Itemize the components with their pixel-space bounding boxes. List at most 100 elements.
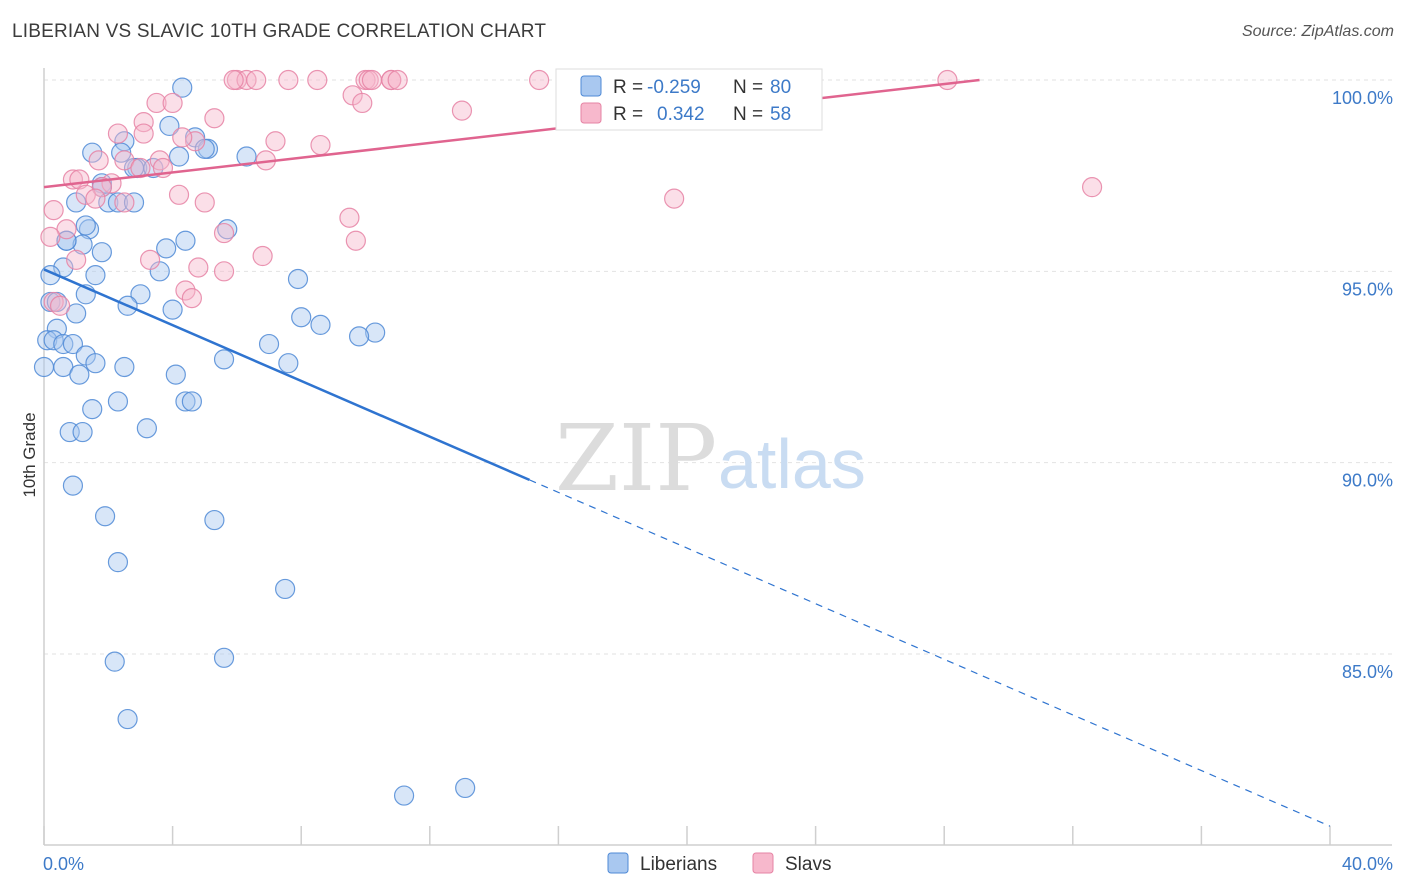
liberians-point-1 <box>159 115 180 137</box>
liberians-point-59 <box>107 391 129 412</box>
slavs-point-10 <box>387 69 408 91</box>
slavs-point-54 <box>213 261 235 282</box>
slavs-point-53 <box>188 257 209 278</box>
liberians-point-52 <box>213 349 235 370</box>
slavs-point-12 <box>361 69 383 91</box>
bottom-legend-label-liberians: Liberians <box>640 854 717 875</box>
liberians-point-67 <box>94 506 116 527</box>
liberians-point-58 <box>69 364 90 385</box>
liberians-point-48 <box>258 333 280 355</box>
slavs-point-39 <box>85 188 106 209</box>
slavs-point-44 <box>43 200 64 221</box>
liberians-point-70 <box>275 578 296 600</box>
liberians-point-71 <box>213 647 235 668</box>
slavs-point-19 <box>204 108 225 129</box>
liberians-point-66 <box>62 475 84 496</box>
slavs-point-51 <box>139 249 161 270</box>
slavs-point-3 <box>246 69 267 91</box>
trend-line-liberians <box>43 268 530 482</box>
liberians-point-16 <box>107 192 129 213</box>
liberians-point-60 <box>175 391 196 412</box>
x-tick-labels: 0.0% 40.0% <box>43 854 1393 874</box>
slavs-point-24 <box>265 131 286 152</box>
slavs-point-49 <box>345 230 366 251</box>
liberians-point-75 <box>455 777 476 799</box>
bottom-legend-swatch-slavs <box>752 852 774 874</box>
liberians-point-73 <box>117 708 138 730</box>
chart-title: LIBERIAN VS SLAVIC 10TH GRADE CORRELATIO… <box>12 21 547 42</box>
slavs-point-41 <box>114 192 135 213</box>
liberians-point-0 <box>172 77 193 98</box>
slavs-point-23 <box>185 131 206 152</box>
liberians-point-61 <box>181 391 202 412</box>
liberians-point-25 <box>175 230 196 251</box>
liberians-point-53 <box>278 353 299 374</box>
slavs-point-18 <box>451 100 473 121</box>
series-slavs-points <box>40 69 1103 316</box>
source-credit: Source: ZipAtlas.com <box>1241 23 1394 40</box>
y-tick-label-3: 85.0% <box>1342 662 1393 682</box>
slavs-point-38 <box>168 184 190 205</box>
watermark: ZIP atlas <box>555 405 866 512</box>
liberians-point-65 <box>72 421 93 443</box>
liberians-point-40 <box>291 307 312 328</box>
legend-r-label-slavs: R = <box>613 104 643 125</box>
legend-n-label-liberians: N = <box>733 77 763 98</box>
liberians-point-23 <box>72 234 93 255</box>
liberians-point-33 <box>130 284 151 305</box>
x-tick-label-max: 40.0% <box>1342 854 1393 874</box>
slavs-point-15 <box>146 92 167 114</box>
liberians-point-30 <box>85 265 106 286</box>
liberians-point-32 <box>287 268 309 290</box>
slavs-point-42 <box>664 188 685 209</box>
y-tick-labels: 100.0% 95.0% 90.0% 85.0% <box>1332 88 1393 682</box>
liberians-point-56 <box>33 356 55 378</box>
legend-stats: R = -0.259 N = 80 R = 0.342 N = 58 <box>555 68 823 131</box>
liberians-point-21 <box>75 215 96 236</box>
y-tick-label-2: 90.0% <box>1342 471 1393 491</box>
liberians-point-19 <box>217 219 238 240</box>
liberians-point-72 <box>104 651 125 672</box>
slavs-point-52 <box>252 245 273 267</box>
trend-lines <box>43 78 1331 827</box>
y-tick-label-1: 95.0% <box>1342 279 1393 299</box>
slavs-point-40 <box>194 192 215 213</box>
liberians-point-26 <box>156 238 177 259</box>
slavs-point-17 <box>352 92 373 114</box>
liberians-point-44 <box>348 326 370 347</box>
liberians-point-51 <box>85 353 106 374</box>
legend-swatch-liberians <box>580 75 602 97</box>
slavs-point-5 <box>307 69 328 91</box>
axes <box>43 68 1392 846</box>
slavs-point-4 <box>278 69 299 91</box>
slavs-point-16 <box>162 92 183 114</box>
slavs-point-58 <box>49 295 71 316</box>
slavs-point-48 <box>40 226 61 247</box>
liberians-point-62 <box>82 398 103 420</box>
liberians-point-57 <box>165 364 186 385</box>
liberians-point-24 <box>56 230 77 251</box>
x-tick-label-min: 0.0% <box>43 854 84 874</box>
liberians-point-9 <box>168 146 190 167</box>
liberians-point-8 <box>236 146 257 167</box>
slavs-point-31 <box>130 157 151 179</box>
liberians-point-45 <box>37 330 58 351</box>
liberians-point-43 <box>365 322 386 343</box>
slavs-point-2 <box>223 69 244 91</box>
watermark-atlas: atlas <box>718 425 866 503</box>
slavs-point-56 <box>181 288 202 309</box>
legend-n-value-slavs: 58 <box>770 104 791 125</box>
liberians-point-74 <box>393 785 415 806</box>
y-tick-label-0: 100.0% <box>1332 88 1393 108</box>
trend-line-liberians-extension <box>529 479 1331 827</box>
liberians-point-27 <box>91 242 112 263</box>
liberians-point-55 <box>114 356 135 378</box>
legend-n-label-slavs: N = <box>733 104 763 125</box>
slavs-point-21 <box>133 123 154 144</box>
slavs-point-22 <box>107 123 129 144</box>
slavs-point-57 <box>43 291 64 313</box>
trend-line-slavs <box>43 78 980 189</box>
slavs-point-45 <box>339 207 360 228</box>
liberians-point-38 <box>162 299 183 320</box>
